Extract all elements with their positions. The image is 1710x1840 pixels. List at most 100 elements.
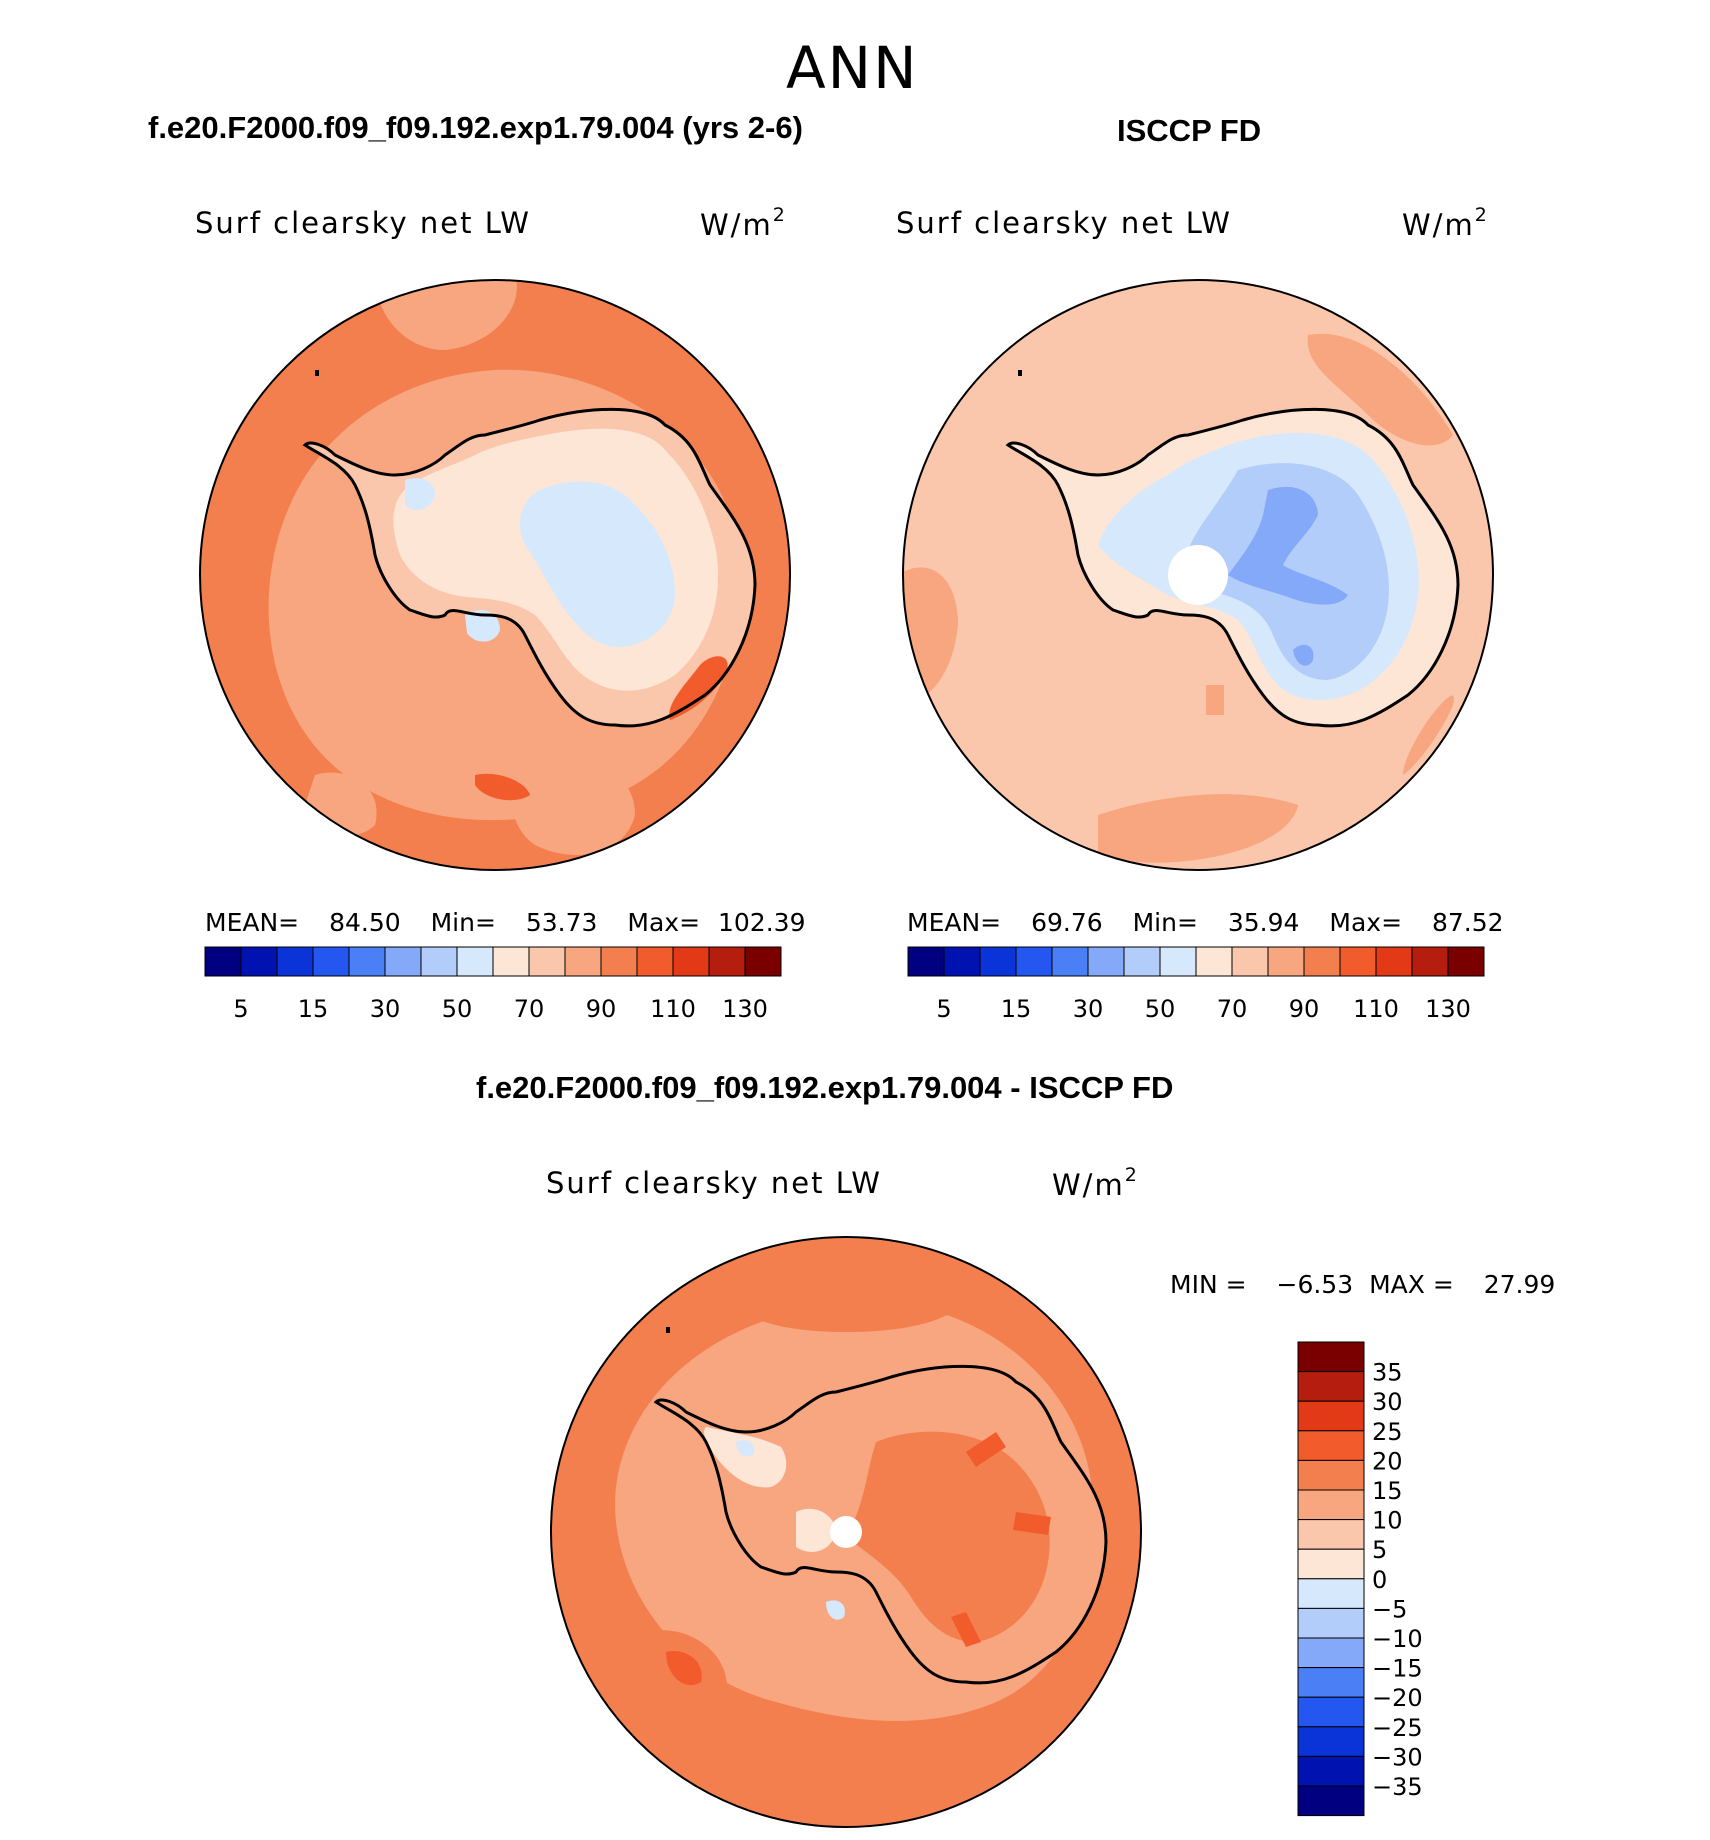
diff-coast-near-zero	[704, 1427, 787, 1488]
model-mean-label: MEAN=	[205, 908, 300, 937]
obs-interior-min-2	[1293, 644, 1314, 666]
obs-colorbar-box	[1051, 946, 1089, 977]
model-colorbar-tick-label: 130	[722, 995, 768, 1023]
diff-interior-warm	[846, 1431, 1050, 1642]
diff-streak-3	[951, 1612, 981, 1647]
diff-colorbar-box	[1297, 1548, 1365, 1580]
model-colorbar-box	[348, 946, 386, 977]
obs-stats: MEAN= 69.76 Min= 35.94 Max= 87.52	[907, 908, 1504, 937]
model-colorbar-box	[744, 946, 782, 977]
model-colorbar-tick-label: 70	[514, 995, 545, 1023]
obs-max-label: Max=	[1329, 908, 1403, 937]
diff-map	[550, 1236, 1142, 1828]
model-colorbar-box	[636, 946, 674, 977]
obs-min-value: 35.94	[1227, 908, 1300, 937]
diff-colorbar-box	[1297, 1726, 1365, 1757]
model-colorbar-box	[492, 946, 530, 977]
model-colorbar-box	[384, 946, 422, 977]
diff-colorbar-box	[1297, 1578, 1365, 1609]
model-mean-value: 84.50	[329, 908, 401, 937]
model-ocean-patch-2	[511, 752, 635, 855]
diff-colorbar-box	[1297, 1667, 1365, 1698]
model-colorbar-tick-label: 90	[586, 995, 617, 1023]
obs-ocean-patch-1	[1307, 333, 1453, 446]
obs-ocean-patch-2	[1098, 794, 1298, 863]
diff-panel-title: f.e20.F2000.f09_f09.192.exp1.79.004 - IS…	[476, 1070, 1174, 1105]
diff-colorbar-tick-label: −30	[1372, 1743, 1423, 1771]
model-min-value: 53.73	[525, 908, 598, 937]
model-colorbar-box	[564, 946, 602, 977]
obs-colorbar-tick-label: 130	[1425, 995, 1471, 1023]
diff-colorbar-tick-label: −25	[1372, 1714, 1423, 1742]
diff-colorbar-tick-label: −35	[1372, 1773, 1423, 1801]
obs-map-border	[902, 279, 1494, 871]
diff-colorbar-tick-label: 10	[1372, 1507, 1403, 1535]
diff-streak-1	[966, 1432, 1006, 1467]
diff-colorbar-box	[1297, 1459, 1365, 1491]
model-colorbar-box	[456, 946, 494, 977]
diff-colorbar-box	[1297, 1607, 1365, 1639]
model-colorbar-box	[240, 946, 278, 977]
diff-colorbar-box	[1297, 1371, 1365, 1402]
diff-max-label: MAX =	[1369, 1270, 1454, 1299]
obs-colorbar-tick-label: 90	[1289, 995, 1320, 1023]
obs-colorbar-box	[907, 946, 945, 977]
model-colorbar: 5 15 30 50 70 90 110 130	[204, 946, 782, 1023]
obs-colorbar-tick-label: 30	[1073, 995, 1104, 1023]
obs-panel-title: ISCCP FD	[1117, 113, 1262, 148]
model-warm-streak-2	[475, 773, 530, 801]
diff-colorbar-box	[1297, 1430, 1365, 1461]
obs-colorbar-box	[1339, 946, 1377, 977]
season-title: ANN	[786, 34, 919, 102]
model-colorbar-tick-label: 15	[298, 995, 329, 1023]
diff-colorbar-box	[1297, 1519, 1365, 1550]
model-panel-title: f.e20.F2000.f09_f09.192.exp1.79.004 (yrs…	[148, 110, 803, 145]
model-colorbar-box	[528, 946, 566, 977]
obs-colorbar-box	[1303, 946, 1341, 977]
model-warm-streak-1	[669, 656, 728, 720]
model-variable-label: Surf clearsky net LW	[195, 206, 531, 240]
obs-mean-value: 69.76	[1031, 908, 1103, 937]
obs-units-label: W/m2	[1402, 204, 1489, 242]
diff-min-value: −6.53	[1276, 1270, 1354, 1299]
model-max-label: Max=	[627, 908, 701, 937]
obs-colorbar-box	[1231, 946, 1269, 977]
obs-colorbar-box	[1015, 946, 1053, 977]
model-high-interior	[520, 481, 675, 647]
diff-colorbar-tick-label: 25	[1372, 1418, 1403, 1446]
obs-colorbar: 5 15 30 50 70 90 110 130	[907, 946, 1485, 1023]
diff-south-warm	[666, 1651, 702, 1686]
obs-colorbar-box	[1159, 946, 1197, 977]
diff-colorbar-box	[1297, 1637, 1365, 1669]
obs-max-value: 87.52	[1432, 908, 1504, 937]
diff-colorbar-box	[1297, 1489, 1365, 1521]
diff-streak-2	[1013, 1512, 1051, 1535]
obs-interior-min	[1228, 486, 1348, 605]
diff-colorbar-tick-label: −15	[1372, 1655, 1423, 1683]
model-colorbar-box	[312, 946, 350, 977]
diff-colorbar-tick-label: −5	[1372, 1595, 1407, 1623]
model-stats: MEAN= 84.50 Min= 53.73 Max= 102.39	[205, 908, 805, 937]
diff-colorbar-tick-label: 30	[1372, 1388, 1403, 1416]
obs-map	[902, 279, 1494, 871]
diff-ice-shelf-negative-2	[826, 1600, 845, 1620]
obs-colorbar-tick-label: 15	[1001, 995, 1032, 1023]
model-min-label: Min=	[430, 908, 496, 937]
diff-colorbar-box	[1297, 1755, 1365, 1787]
obs-warm-sliver-2	[1206, 685, 1224, 715]
diff-colorbar-tick-label: 20	[1372, 1447, 1403, 1475]
diff-max-value: 27.99	[1483, 1270, 1556, 1299]
model-colorbar-tick-label: 5	[233, 995, 248, 1023]
obs-colorbar-box	[1411, 946, 1449, 977]
model-ice-shelf-1	[405, 478, 435, 511]
diff-colorbar-tick-label: 5	[1372, 1536, 1387, 1564]
model-colorbar-box	[708, 946, 746, 977]
model-colorbar-box	[600, 946, 638, 977]
diff-interior-near-zero	[796, 1508, 836, 1552]
obs-colorbar-box	[1087, 946, 1125, 977]
diff-colorbar-box	[1297, 1400, 1365, 1432]
diff-colorbar-box	[1297, 1341, 1365, 1373]
obs-island	[1018, 370, 1022, 376]
model-colorbar-box	[420, 946, 458, 977]
